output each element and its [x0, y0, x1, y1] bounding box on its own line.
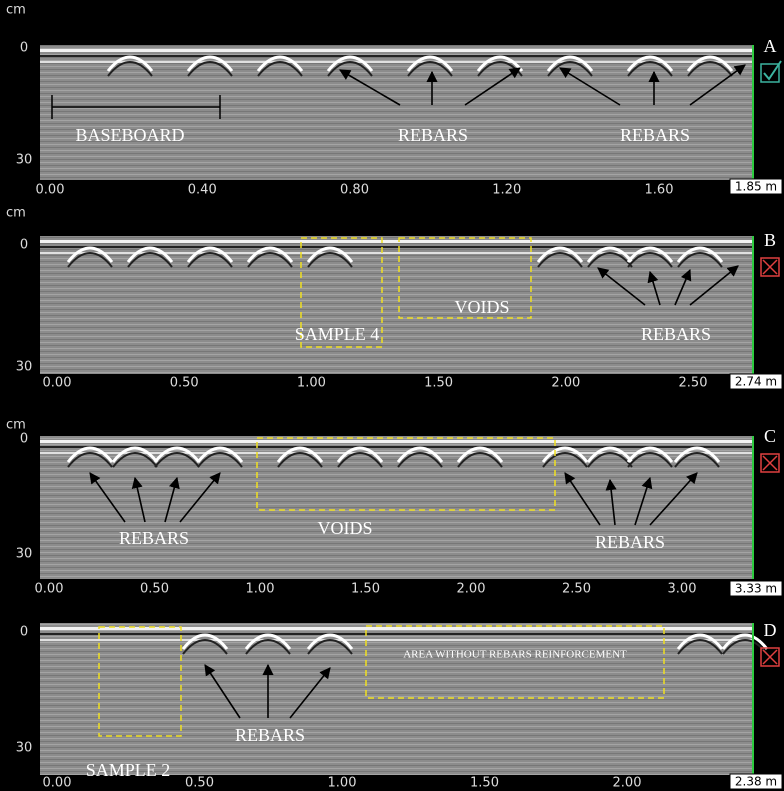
- x-label: 0.50: [170, 376, 199, 391]
- annotation: REBARS: [620, 125, 690, 145]
- x-label: 0.00: [35, 582, 64, 597]
- x-label: 0.00: [43, 376, 72, 391]
- y-label: 30: [16, 360, 33, 375]
- radargram: [40, 236, 753, 374]
- y-label: 0: [20, 238, 28, 253]
- surface-band: [40, 627, 753, 630]
- length-label: 2.38 m: [735, 775, 777, 789]
- annotation: SAMPLE 2: [86, 760, 171, 780]
- length-label: 1.85 m: [735, 180, 777, 194]
- x-label: 1.20: [492, 183, 521, 198]
- panel-letter: B: [764, 230, 776, 250]
- unit-label: cm: [6, 3, 26, 18]
- surface-band: [40, 633, 753, 635]
- surface-band: [40, 639, 753, 641]
- y-label: 0: [20, 625, 28, 640]
- y-label: 30: [16, 547, 33, 562]
- y-label: 30: [16, 741, 33, 756]
- x-label: 0.50: [185, 776, 214, 791]
- annotation: REBARS: [235, 725, 305, 745]
- annotation: REBARS: [119, 528, 189, 548]
- x-label: 0.00: [43, 776, 72, 791]
- x-label: 2.50: [679, 376, 708, 391]
- radargram: [40, 623, 753, 775]
- x-label: 0.80: [340, 183, 369, 198]
- length-label: 3.33 m: [735, 582, 777, 596]
- x-label: 0.40: [188, 183, 217, 198]
- annotation: VOIDS: [317, 518, 372, 538]
- panel: 0 30 0.00 0.50 1.00 1.50 2.00 2.38 m D SAMPLE 2 RE…: [16, 620, 782, 790]
- y-label: 0: [20, 41, 28, 56]
- length-label: 2.74 m: [735, 375, 777, 389]
- annotation: REBARS: [398, 125, 468, 145]
- panel-letter: D: [764, 620, 777, 640]
- x-label: 1.50: [470, 776, 499, 791]
- cross-mark: [763, 456, 777, 470]
- unit-label: cm: [6, 206, 26, 221]
- x-label: 0.00: [36, 183, 65, 198]
- figure: cm0300.000.400.801.201.601.85 mABASEBOAR…: [0, 0, 784, 791]
- annotation: AREA WITHOUT REBARS REINFORCEMENT: [403, 649, 627, 661]
- panel-letter: A: [764, 36, 777, 56]
- surface-band: [40, 49, 753, 52]
- cross-mark: [763, 260, 777, 274]
- page: cm0300.000.400.801.201.601.85 mABASEBOAR…: [0, 0, 784, 791]
- unit-label: cm: [6, 418, 26, 433]
- x-label: 1.50: [351, 582, 380, 597]
- annotation: REBARS: [641, 324, 711, 344]
- y-label: 30: [16, 153, 33, 168]
- panel: cm0 30 0.00 0.50 1.00 1.50 2.00 2.50 3.00 3.33 m C…: [6, 418, 782, 597]
- x-label: 1.00: [328, 776, 357, 791]
- x-label: 1.50: [424, 376, 453, 391]
- x-label: 2.50: [562, 582, 591, 597]
- cross-mark: [763, 650, 777, 664]
- surface-band: [40, 440, 753, 443]
- annotation: BASEBOARD: [75, 125, 184, 145]
- annotation: SAMPLE 4: [295, 324, 380, 344]
- surface-band: [40, 240, 753, 243]
- annotation: REBARS: [595, 532, 665, 552]
- x-label: 1.00: [246, 582, 275, 597]
- x-label: 1.60: [645, 183, 674, 198]
- x-label: 2.00: [613, 776, 642, 791]
- panel: cm 0 30 0.00 0.50 1.00 1.50 2.00 2.50 2.74 m B SAMP…: [6, 206, 782, 391]
- x-label: 2.00: [551, 376, 580, 391]
- x-label: 3.00: [668, 582, 697, 597]
- x-label: 2.00: [457, 582, 486, 597]
- panel: cm 0 300.00 0.40 0.80 1.20 1.60 1.85 m A BASEBOAR…: [6, 3, 782, 198]
- y-label: 0: [20, 432, 28, 447]
- x-label: 0.50: [140, 582, 169, 597]
- x-label: 1.00: [297, 376, 326, 391]
- annotation: VOIDS: [454, 297, 509, 317]
- panel-letter: C: [764, 426, 776, 446]
